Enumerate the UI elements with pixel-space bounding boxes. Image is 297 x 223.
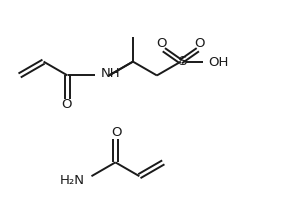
Text: OH: OH [208, 56, 228, 69]
Text: S: S [178, 55, 186, 68]
Text: O: O [157, 37, 167, 50]
Text: NH: NH [101, 67, 121, 80]
Text: H₂N: H₂N [60, 174, 85, 187]
Text: O: O [195, 37, 205, 50]
Text: O: O [61, 98, 72, 111]
Text: O: O [111, 126, 122, 139]
